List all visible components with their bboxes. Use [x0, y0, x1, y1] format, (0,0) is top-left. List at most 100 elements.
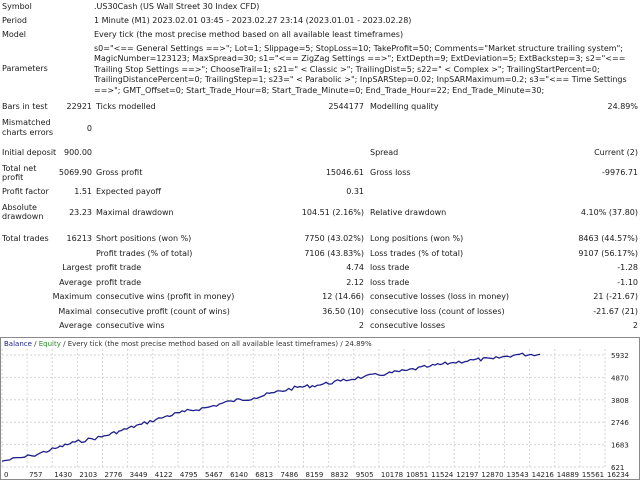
- legend-sep: /: [338, 340, 345, 348]
- grossloss-label: Gross loss: [370, 168, 411, 177]
- bars-label: Bars in test: [2, 102, 48, 111]
- parameters-value: s0="<== General Settings ==>"; Lot=1; Sl…: [94, 44, 627, 95]
- payoff-label: Expected payoff: [96, 187, 161, 196]
- symbol-row: Symbol .US30Cash (US Wall Street 30 Inde…: [0, 0, 640, 14]
- grossprofit-label: Gross profit: [96, 168, 143, 177]
- spread-value: Current (2): [594, 148, 638, 157]
- x-tick-label: 4122: [155, 471, 173, 479]
- max-cw-label: consecutive wins (profit in money): [96, 292, 235, 301]
- model-label: Model: [2, 30, 27, 39]
- x-tick-label: 9505: [356, 471, 374, 479]
- largest-lt-value: -1.28: [617, 263, 638, 272]
- maximum-row: Maximum consecutive wins (profit in mone…: [0, 290, 640, 304]
- pf-label: Profit factor: [2, 187, 49, 196]
- quality-value: 24.89%: [607, 102, 638, 111]
- short-value: 7750 (43.02%): [304, 234, 364, 243]
- y-tick-label: 3808: [611, 397, 629, 405]
- x-tick-label: 0: [4, 471, 8, 479]
- chart-legend: Balance / Equity / Every tick (the most …: [4, 340, 372, 348]
- model-row: Model Every tick (the most precise metho…: [0, 28, 640, 42]
- maxl-cl-value: -21.67 (21): [593, 307, 638, 316]
- x-tick-label: 4795: [180, 471, 198, 479]
- avg-consecutive-row: Average consecutive wins 2 consecutive l…: [0, 319, 640, 333]
- x-tick-label: 11524: [431, 471, 454, 479]
- legend-sep: /: [61, 340, 68, 348]
- pt-value: 7106 (43.83%): [304, 249, 364, 258]
- pf-row: Profit factor 1.51 Expected payoff 0.31: [0, 185, 640, 199]
- parameters-row: Parameters: [0, 62, 640, 76]
- trades-value: 16213: [66, 234, 92, 243]
- avg-cl-label: consecutive losses: [370, 321, 446, 330]
- max-cl-value: 21 (-21.67): [593, 292, 638, 301]
- y-axis-ticks: 621 1683 2746 3808 4870 5932: [611, 352, 629, 472]
- reldd-label: Relative drawdown: [370, 208, 447, 217]
- avg-cl-value: 2: [632, 321, 638, 330]
- y-tick-label: 621: [611, 464, 624, 472]
- x-tick-label: 10851: [406, 471, 428, 479]
- x-tick-label: 5467: [205, 471, 223, 479]
- ticks-value: 2544177: [328, 102, 364, 111]
- average-row: Average profit trade 2.12 loss trade -1.…: [0, 276, 640, 290]
- largest-label: Largest: [62, 263, 92, 272]
- trades-label: Total trades: [2, 234, 49, 243]
- x-tick-label: 13543: [506, 471, 528, 479]
- legend-sep: /: [32, 340, 39, 348]
- absdd-label: Absolute drawdown: [2, 203, 44, 221]
- quality-label: Modelling quality: [370, 102, 439, 111]
- pt-row: Profit trades (% of total) 7106 (43.83%)…: [0, 247, 640, 261]
- mismatch-label: Mismatched charts errors: [2, 118, 54, 137]
- legend-equity: Equity: [39, 340, 61, 348]
- largest-pt-label: profit trade: [96, 263, 142, 272]
- symbol-label: Symbol: [2, 2, 32, 11]
- chart-grid: [1, 349, 606, 468]
- y-tick-label: 4870: [611, 374, 629, 382]
- x-tick-label: 757: [29, 471, 42, 479]
- average-label: Average: [59, 278, 92, 287]
- x-tick-label: 7486: [280, 471, 298, 479]
- y-tick-label: 1683: [611, 442, 629, 450]
- x-tick-label: 15561: [582, 471, 604, 479]
- mismatch-row: Mismatched charts errors 0: [0, 116, 640, 142]
- x-tick-label: 2103: [79, 471, 97, 479]
- bars-value: 22921: [66, 102, 92, 111]
- grossloss-value: -9976.71: [602, 168, 638, 177]
- avg2-label: Average: [59, 321, 92, 330]
- parameters-label: Parameters: [2, 64, 48, 73]
- x-tick-label: 14889: [557, 471, 579, 479]
- chart-frame: [0, 337, 640, 480]
- x-tick-label: 16234: [607, 471, 630, 479]
- balance-series-line: [1, 352, 541, 462]
- pt-label: Profit trades (% of total): [96, 249, 193, 258]
- legend-balance: Balance: [4, 340, 32, 348]
- balance-chart: 0 757 1430 2103 2776 3449 4122 4795 5467 6140 6813…: [0, 337, 640, 480]
- x-tick-label: 3449: [130, 471, 148, 479]
- dd-row: Absolute drawdown 23.23 Maximal drawdown…: [0, 202, 640, 224]
- y-tick-label: 5932: [611, 352, 629, 360]
- balance-chart-svg: 0 757 1430 2103 2776 3449 4122 4795 5467 6140 6813…: [0, 337, 640, 480]
- period-label: Period: [2, 16, 27, 25]
- x-tick-label: 14216: [532, 471, 555, 479]
- lt-value: 9107 (56.17%): [578, 249, 638, 258]
- grossprofit-value: 15046.61: [325, 168, 364, 177]
- maximum-label: Maximum: [52, 292, 92, 301]
- long-label: Long positions (won %): [370, 234, 464, 243]
- x-tick-label: 10178: [381, 471, 403, 479]
- largest-lt-label: loss trade: [370, 263, 410, 272]
- largest-pt-value: 4.74: [346, 263, 364, 272]
- short-label: Short positions (won %): [96, 234, 192, 243]
- spread-label: Spread: [370, 148, 399, 157]
- mismatch-value: 0: [86, 124, 92, 133]
- x-tick-label: 12197: [456, 471, 478, 479]
- max-cw-value: 12 (14.66): [322, 292, 364, 301]
- x-tick-label: 6140: [230, 471, 248, 479]
- x-axis-ticks: 0 757 1430 2103 2776 3449 4122 4795 5467 6140 6813…: [4, 471, 630, 479]
- average-pt-value: 2.12: [346, 278, 364, 287]
- netprofit-label: Total net profit: [2, 164, 37, 182]
- lt-label: Loss trades (% of total): [370, 249, 464, 258]
- legend-model: Every tick (the most precise method base…: [68, 340, 339, 348]
- average-lt-label: loss trade: [370, 278, 410, 287]
- maxl-cl-label: consecutive loss (count of losses): [370, 307, 505, 316]
- average-lt-value: -1.10: [617, 278, 638, 287]
- payoff-value: 0.31: [346, 187, 364, 196]
- period-row: Period 1 Minute (M1) 2023.02.01 03:45 - …: [0, 14, 640, 28]
